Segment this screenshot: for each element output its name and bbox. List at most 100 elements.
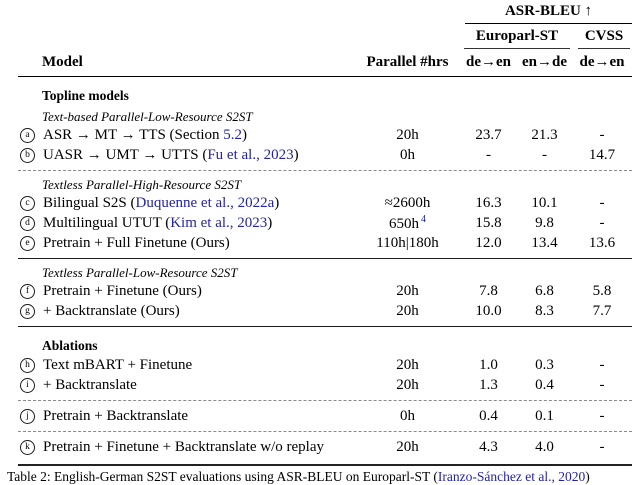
label-text: Pretrain + Full Finetune (Ours) <box>43 234 230 251</box>
model-cell: e Pretrain + Full Finetune (Ours) <box>18 235 355 252</box>
row-letter-badge: e <box>20 236 35 251</box>
model-label: + Backtranslate (Ours) <box>43 303 180 320</box>
model-cell: j Pretrain + Backtranslate <box>18 408 355 425</box>
label-text: + Backtranslate <box>43 376 137 393</box>
label-text: ) <box>242 126 248 143</box>
model-cell: a ASR → MT → TTS (Section 5.2) <box>18 127 355 144</box>
table-row: a ASR → MT → TTS (Section 5.2) 20h 23.7 21.3… <box>18 125 632 145</box>
score-cvss-de-en: - <box>599 438 605 455</box>
parallel-hours: 110h|180h <box>355 235 460 252</box>
table-row: h Text mBART + Finetune 20h 1.0 0.3 - <box>18 355 632 375</box>
footnote-link[interactable]: 4 <box>421 213 426 225</box>
table-caption: Table 2: English-German S2ST evaluations… <box>7 469 640 485</box>
model-label: UASR → UMT → UTTS (Fu et al., 2023) <box>43 147 299 164</box>
header-group-row: ASR-BLEU ↑ <box>18 2 632 24</box>
citation-link[interactable]: Fu et al., 2023 <box>207 146 294 163</box>
row-letter-badge: i <box>20 378 35 393</box>
row-letter-badge: j <box>20 409 35 424</box>
divider-thick <box>18 464 632 466</box>
score-en-de: 4.0 <box>535 438 554 455</box>
hours-value: 20h <box>396 126 419 143</box>
citation-link[interactable]: Duquenne et al., 2022a <box>135 194 275 211</box>
model-label: Pretrain + Full Finetune (Ours) <box>43 235 230 252</box>
model-cell: f Pretrain + Finetune (Ours) <box>18 283 355 300</box>
score-cvss-de-en: - <box>599 356 605 373</box>
score-de-en: 23.7 <box>475 126 502 143</box>
score-de-en: 4.3 <box>479 438 498 455</box>
header-subgroup-row: Europarl-ST CVSS <box>18 24 632 49</box>
en-de-column-header: en→de <box>522 54 567 70</box>
score-de-en: 0.4 <box>479 407 498 424</box>
score-de-en: 15.8 <box>475 214 502 231</box>
parallel-hours: 20h <box>355 283 460 300</box>
hours-value: 110h|180h <box>376 234 439 251</box>
score-cvss-de-en: - <box>599 407 605 424</box>
table-row: e Pretrain + Full Finetune (Ours) 110h|180… <box>18 233 632 253</box>
parallel-hrs-column-header: Parallel #hrs <box>366 54 449 70</box>
table-row: i + Backtranslate 20h 1.3 0.4 - <box>18 375 632 395</box>
citation-link[interactable]: Iranzo-Sánchez et al., 2020 <box>437 469 586 484</box>
section-header: Topline models <box>42 88 129 103</box>
table-row: c Bilingual S2S (Duquenne et al., 2022a) ≈… <box>18 193 632 213</box>
row-letter-badge: f <box>20 284 35 299</box>
hours-value: 0h <box>400 407 415 424</box>
hours-value: 20h <box>396 376 419 393</box>
hours-value: 20h <box>396 438 419 455</box>
divider-solid <box>18 326 632 327</box>
table-row: d Multilingual UTUT (Kim et al., 2023) 650… <box>18 213 632 233</box>
score-en-de: 13.4 <box>531 234 558 251</box>
table-row: b UASR → UMT → UTTS (Fu et al., 2023) 0h - -… <box>18 145 632 165</box>
label-text: Bilingual S2S ( <box>43 194 136 211</box>
citation-link[interactable]: Kim et al., 2023 <box>170 214 268 231</box>
label-text: ) <box>585 469 590 484</box>
label-text: ) <box>274 194 280 211</box>
hours-value: 20h <box>396 282 419 299</box>
score-de-en: 1.0 <box>479 356 498 373</box>
subsection-header: Textless Parallel-High-Resource S2ST <box>42 176 242 192</box>
label-text: ) <box>267 214 273 231</box>
model-cell: b UASR → UMT → UTTS (Fu et al., 2023) <box>18 147 355 164</box>
europarl-st-header: Europarl-ST <box>464 28 570 49</box>
score-cvss-de-en: 13.6 <box>588 234 616 251</box>
score-cvss-de-en: - <box>599 126 605 143</box>
row-letter-badge: k <box>20 440 35 455</box>
table-row: f Pretrain + Finetune (Ours) 20h 7.8 6.8 5.8 <box>18 281 632 301</box>
label-text: ASR → MT → TTS (Section <box>43 126 224 143</box>
label-text: Multilingual UTUT ( <box>43 214 171 231</box>
score-en-de: 0.1 <box>535 407 554 424</box>
label-text: ) <box>293 146 299 163</box>
score-en-de: 10.1 <box>531 194 558 211</box>
hours-value: 650h <box>389 215 419 232</box>
row-letter-badge: a <box>20 128 35 143</box>
score-en-de: 21.3 <box>531 126 558 143</box>
score-de-en: 7.8 <box>479 282 498 299</box>
table-row: g + Backtranslate (Ours) 20h 10.0 8.3 7.7 <box>18 301 632 321</box>
model-cell: k Pretrain + Finetune + Backtranslate w/o… <box>18 439 355 456</box>
model-cell: c Bilingual S2S (Duquenne et al., 2022a) <box>18 195 355 212</box>
hours-value: 0h <box>400 146 415 163</box>
model-label: Pretrain + Finetune + Backtranslate w/o … <box>43 439 324 456</box>
model-cell: i + Backtranslate <box>18 377 355 394</box>
score-cvss-de-en: - <box>599 376 605 393</box>
model-label: + Backtranslate <box>43 377 137 394</box>
score-en-de: 0.3 <box>535 356 554 373</box>
score-cvss-de-en: - <box>599 214 605 231</box>
score-en-de: - <box>542 146 547 163</box>
parallel-hours: 20h <box>355 377 460 394</box>
score-en-de: 9.8 <box>535 214 554 231</box>
hours-value: 20h <box>396 356 419 373</box>
score-de-en: 1.3 <box>479 376 498 393</box>
model-cell: h Text mBART + Finetune <box>18 357 355 374</box>
score-de-en: - <box>486 146 491 163</box>
model-cell: g + Backtranslate (Ours) <box>18 303 355 320</box>
label-text: Pretrain + Finetune (Ours) <box>43 282 202 299</box>
score-cvss-de-en: 5.8 <box>592 282 612 299</box>
citation-link[interactable]: 5.2 <box>223 126 243 143</box>
label-text: Text mBART + Finetune <box>43 356 193 373</box>
header-rule <box>18 76 632 77</box>
table-row: k Pretrain + Finetune + Backtranslate w/o… <box>18 437 632 457</box>
score-de-en: 12.0 <box>475 234 502 251</box>
model-label: Pretrain + Finetune (Ours) <box>43 283 202 300</box>
parallel-hours: 650h 4 <box>355 214 460 233</box>
label-text: Pretrain + Backtranslate <box>43 407 189 424</box>
